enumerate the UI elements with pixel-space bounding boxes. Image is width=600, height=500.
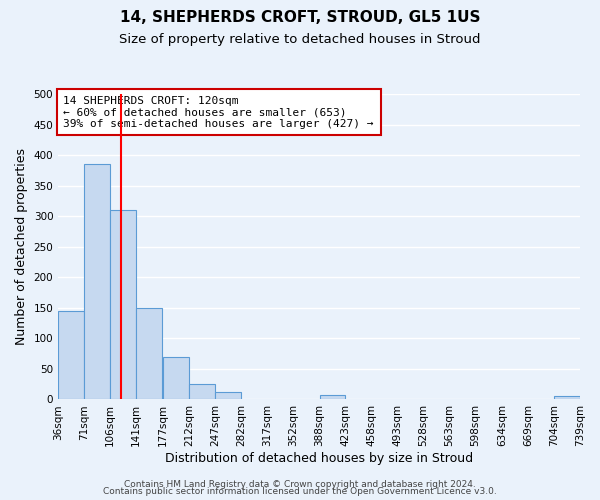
Bar <box>136 308 162 400</box>
Text: Contains HM Land Registry data © Crown copyright and database right 2024.: Contains HM Land Registry data © Crown c… <box>124 480 476 489</box>
Text: Contains public sector information licensed under the Open Government Licence v3: Contains public sector information licen… <box>103 488 497 496</box>
Y-axis label: Number of detached properties: Number of detached properties <box>15 148 28 345</box>
Text: Size of property relative to detached houses in Stroud: Size of property relative to detached ho… <box>119 32 481 46</box>
Bar <box>320 394 345 400</box>
Text: 14, SHEPHERDS CROFT, STROUD, GL5 1US: 14, SHEPHERDS CROFT, STROUD, GL5 1US <box>120 10 480 25</box>
Bar <box>58 312 84 400</box>
Bar <box>110 210 136 400</box>
Bar <box>163 356 188 400</box>
Bar <box>554 396 580 400</box>
Bar <box>215 392 241 400</box>
Bar <box>189 384 215 400</box>
Text: 14 SHEPHERDS CROFT: 120sqm
← 60% of detached houses are smaller (653)
39% of sem: 14 SHEPHERDS CROFT: 120sqm ← 60% of deta… <box>64 96 374 128</box>
X-axis label: Distribution of detached houses by size in Stroud: Distribution of detached houses by size … <box>165 452 473 465</box>
Bar <box>85 164 110 400</box>
